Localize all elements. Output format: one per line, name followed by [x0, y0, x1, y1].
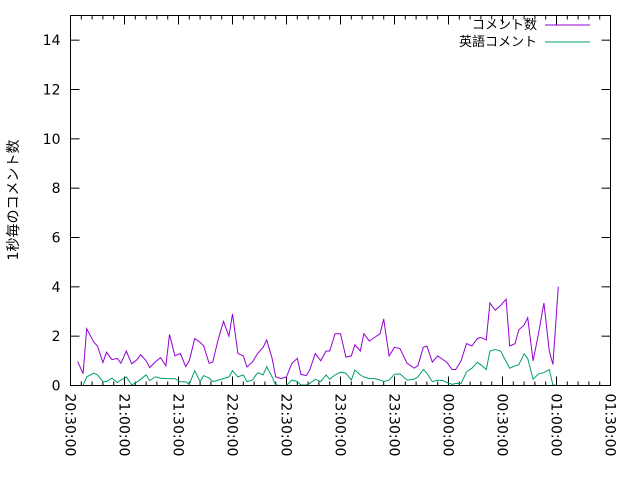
y-tick-label: 0 — [52, 379, 61, 395]
x-tick-label: 23:30:00 — [386, 394, 402, 457]
axis-ticks — [70, 15, 611, 386]
y-tick-labels: 0 2 4 6 8 10 12 14 — [43, 33, 61, 394]
x-tick-labels: 20:30:00 21:00:00 21:30:00 22:00:00 22:30:00… — [62, 394, 618, 457]
y-tick-label: 2 — [52, 329, 61, 345]
x-tick-label: 20:30:00 — [62, 394, 78, 457]
x-tick-label: 01:30:00 — [602, 394, 618, 457]
series-line-0 — [77, 286, 559, 380]
y-tick-label: 12 — [43, 83, 61, 99]
x-tick-label: 00:00:00 — [440, 394, 456, 457]
y-axis-label: 1秒毎のコメント数 — [6, 140, 22, 261]
y-tick-label: 10 — [43, 132, 61, 148]
series-line-1 — [82, 348, 559, 386]
plot-frame — [70, 15, 611, 386]
legend: コメント数 英語コメント — [459, 18, 590, 50]
y-tick-label: 4 — [52, 280, 61, 296]
y-tick-label: 8 — [52, 181, 61, 197]
series-lines — [77, 286, 559, 386]
x-tick-label: 21:00:00 — [116, 394, 132, 457]
y-tick-label: 14 — [43, 33, 61, 49]
x-tick-label: 00:30:00 — [494, 394, 510, 457]
x-tick-label: 22:30:00 — [278, 394, 294, 457]
x-tick-label: 22:00:00 — [224, 394, 240, 457]
x-tick-label: 01:00:00 — [548, 394, 564, 457]
y-tick-label: 6 — [52, 231, 61, 247]
legend-label-comments: コメント数 — [472, 18, 537, 33]
legend-label-english-comments: 英語コメント — [459, 34, 537, 50]
x-tick-label: 21:30:00 — [170, 394, 186, 457]
x-tick-label: 23:00:00 — [332, 394, 348, 457]
